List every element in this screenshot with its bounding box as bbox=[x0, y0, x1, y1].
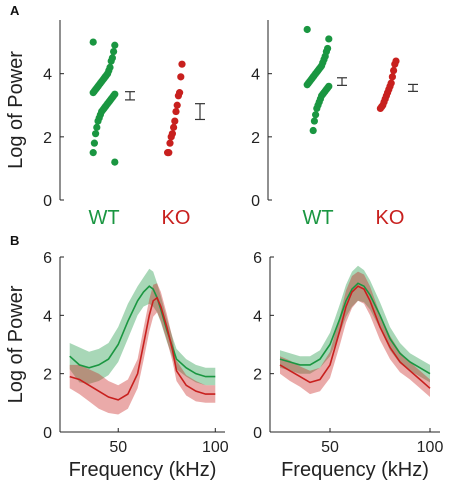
category-label-wt: WT bbox=[302, 207, 333, 229]
data-point-wt bbox=[89, 149, 97, 157]
data-point-ko bbox=[171, 117, 179, 125]
data-point-ko bbox=[177, 73, 185, 81]
data-point-ko bbox=[178, 60, 186, 68]
series-line-wt bbox=[69, 285, 216, 378]
data-point-wt bbox=[309, 126, 317, 135]
data-point-wt bbox=[89, 38, 97, 46]
data-point-ko bbox=[174, 92, 182, 100]
y-tick-label: 0 bbox=[251, 193, 260, 210]
data-point-wt bbox=[107, 57, 115, 65]
y-tick-label: 4 bbox=[253, 308, 262, 325]
data-point-ko bbox=[172, 107, 180, 116]
data-point-ko bbox=[388, 73, 396, 81]
data-point-wt bbox=[93, 123, 101, 131]
series-line-ko bbox=[69, 296, 216, 401]
x-axis-label: Frequency (kHz) bbox=[281, 459, 429, 481]
data-point-wt bbox=[303, 81, 311, 89]
data-point-wt bbox=[90, 139, 98, 147]
y-tick-label: 2 bbox=[43, 130, 52, 147]
data-point-wt bbox=[313, 104, 321, 113]
data-point-ko bbox=[391, 60, 399, 68]
data-point-wt bbox=[111, 41, 119, 49]
x-axis-label: Frequency (kHz) bbox=[69, 459, 217, 481]
category-label-ko: KO bbox=[162, 207, 191, 229]
y-tick-label: 2 bbox=[253, 367, 262, 384]
x-tick-label: 50 bbox=[109, 439, 127, 456]
y-tick-label: 6 bbox=[43, 250, 52, 267]
series-line-wt bbox=[279, 282, 431, 375]
data-point-ko bbox=[390, 66, 398, 75]
category-label-ko: KO bbox=[376, 207, 405, 229]
y-tick-label: 4 bbox=[43, 308, 52, 325]
x-tick-label: 100 bbox=[202, 439, 229, 456]
y-tick-label: 4 bbox=[251, 67, 260, 84]
panel-b-letter: B bbox=[10, 233, 19, 248]
confidence-band-ko bbox=[280, 271, 430, 397]
y-tick-label: 0 bbox=[43, 425, 52, 442]
plots: 0 2 4 Log of Power WT KO 0 2 4 WT KO 0 2 4 6 Log of Pow… bbox=[5, 20, 443, 481]
category-label-wt: WT bbox=[88, 207, 119, 229]
data-point-ko bbox=[164, 149, 172, 157]
x-tick-label: 50 bbox=[321, 439, 339, 456]
data-point-wt bbox=[312, 111, 320, 119]
data-point-wt bbox=[111, 158, 119, 166]
y-tick-label: 0 bbox=[253, 425, 262, 442]
data-point-ko bbox=[173, 101, 181, 109]
y-tick-label: 4 bbox=[43, 67, 52, 84]
confidence-band-wt bbox=[69, 268, 216, 386]
y-tick-label: 0 bbox=[43, 193, 52, 210]
y-axis-label: Log of Power bbox=[5, 285, 27, 403]
data-point-ko bbox=[167, 133, 175, 141]
data-point-wt bbox=[89, 89, 97, 97]
data-point-ko bbox=[170, 123, 178, 131]
data-point-wt bbox=[94, 117, 102, 125]
data-point-wt bbox=[92, 130, 100, 138]
data-point-wt bbox=[110, 47, 118, 56]
y-tick-label: 2 bbox=[43, 367, 52, 384]
panel-a-letter: A bbox=[10, 3, 20, 18]
x-tick-label: 100 bbox=[417, 439, 444, 456]
data-point-ko bbox=[376, 104, 384, 113]
y-axis-label: Log of Power bbox=[5, 51, 27, 169]
data-point-ko bbox=[166, 139, 174, 147]
data-point-wt bbox=[325, 35, 333, 43]
y-tick-label: 6 bbox=[253, 250, 262, 267]
data-point-wt bbox=[310, 117, 318, 125]
confidence-band-wt bbox=[280, 265, 430, 383]
data-point-wt bbox=[303, 25, 311, 34]
y-tick-label: 2 bbox=[251, 130, 260, 147]
series-line-ko bbox=[279, 285, 431, 389]
